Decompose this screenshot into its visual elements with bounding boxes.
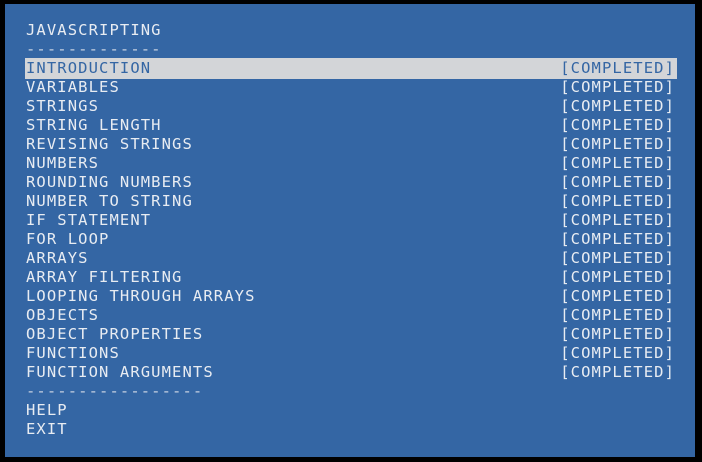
- lesson-status: [COMPLETED]: [560, 173, 675, 191]
- lesson-label: ROUNDING NUMBERS: [26, 173, 193, 191]
- lesson-status: [COMPLETED]: [560, 287, 675, 305]
- help-option[interactable]: HELP: [26, 401, 68, 419]
- lesson-status: [COMPLETED]: [560, 344, 675, 362]
- lesson-status: [COMPLETED]: [560, 59, 675, 77]
- lesson-item-rounding-numbers[interactable]: ROUNDING NUMBERS [COMPLETED]: [26, 173, 676, 192]
- lesson-status: [COMPLETED]: [560, 230, 675, 248]
- lesson-status: [COMPLETED]: [560, 363, 675, 381]
- lesson-label: FOR LOOP: [26, 230, 110, 248]
- lesson-item-strings[interactable]: STRINGS [COMPLETED]: [26, 97, 676, 116]
- lesson-item-for-loop[interactable]: FOR LOOP [COMPLETED]: [26, 230, 676, 249]
- lesson-label: STRING LENGTH: [26, 116, 162, 134]
- exit-option[interactable]: EXIT: [26, 420, 68, 438]
- lesson-list: INTRODUCTION [COMPLETED] VARIABLES [COMP…: [25, 58, 677, 382]
- lesson-label: REVISING STRINGS: [26, 135, 193, 153]
- lesson-item-numbers[interactable]: NUMBERS [COMPLETED]: [26, 154, 676, 173]
- footer-divider: -----------------: [26, 382, 204, 400]
- lesson-item-revising-strings[interactable]: REVISING STRINGS [COMPLETED]: [26, 135, 676, 154]
- lesson-item-functions[interactable]: FUNCTIONS [COMPLETED]: [26, 344, 676, 363]
- workshop-menu: JAVASCRIPTING ------------- INTRODUCTION…: [25, 21, 677, 439]
- lesson-label: IF STATEMENT: [26, 211, 152, 229]
- lesson-item-string-length[interactable]: STRING LENGTH [COMPLETED]: [26, 116, 676, 135]
- lesson-label: STRINGS: [26, 97, 100, 115]
- lesson-status: [COMPLETED]: [560, 97, 675, 115]
- lesson-label: ARRAYS: [26, 249, 89, 267]
- lesson-status: [COMPLETED]: [560, 249, 675, 267]
- lesson-status: [COMPLETED]: [560, 78, 675, 96]
- lesson-status: [COMPLETED]: [560, 192, 675, 210]
- lesson-label: NUMBERS: [26, 154, 100, 172]
- lesson-label: OBJECTS: [26, 306, 100, 324]
- lesson-status: [COMPLETED]: [560, 211, 675, 229]
- title-divider: -------------: [26, 40, 162, 58]
- lesson-item-array-filtering[interactable]: ARRAY FILTERING [COMPLETED]: [26, 268, 676, 287]
- lesson-item-arrays[interactable]: ARRAYS [COMPLETED]: [26, 249, 676, 268]
- lesson-label: ARRAY FILTERING: [26, 268, 183, 286]
- lesson-item-if-statement[interactable]: IF STATEMENT [COMPLETED]: [26, 211, 676, 230]
- lesson-label: LOOPING THROUGH ARRAYS: [26, 287, 256, 305]
- lesson-status: [COMPLETED]: [560, 135, 675, 153]
- lesson-status: [COMPLETED]: [560, 306, 675, 324]
- lesson-item-object-properties[interactable]: OBJECT PROPERTIES [COMPLETED]: [26, 325, 676, 344]
- terminal-window: JAVASCRIPTING ------------- INTRODUCTION…: [5, 4, 695, 457]
- lesson-label: NUMBER TO STRING: [26, 192, 193, 210]
- lesson-item-variables[interactable]: VARIABLES [COMPLETED]: [26, 78, 676, 97]
- lesson-label: INTRODUCTION: [26, 59, 152, 77]
- lesson-item-introduction[interactable]: INTRODUCTION [COMPLETED]: [25, 58, 677, 79]
- lesson-item-function-arguments[interactable]: FUNCTION ARGUMENTS [COMPLETED]: [26, 363, 676, 382]
- lesson-item-looping-through-arrays[interactable]: LOOPING THROUGH ARRAYS [COMPLETED]: [26, 287, 676, 306]
- lesson-label: FUNCTIONS: [26, 344, 120, 362]
- lesson-label: OBJECT PROPERTIES: [26, 325, 204, 343]
- lesson-label: FUNCTION ARGUMENTS: [26, 363, 214, 381]
- lesson-status: [COMPLETED]: [560, 325, 675, 343]
- lesson-status: [COMPLETED]: [560, 268, 675, 286]
- lesson-status: [COMPLETED]: [560, 154, 675, 172]
- lesson-status: [COMPLETED]: [560, 116, 675, 134]
- menu-title: JAVASCRIPTING: [26, 21, 162, 39]
- lesson-label: VARIABLES: [26, 78, 120, 96]
- lesson-item-number-to-string[interactable]: NUMBER TO STRING [COMPLETED]: [26, 192, 676, 211]
- lesson-item-objects[interactable]: OBJECTS [COMPLETED]: [26, 306, 676, 325]
